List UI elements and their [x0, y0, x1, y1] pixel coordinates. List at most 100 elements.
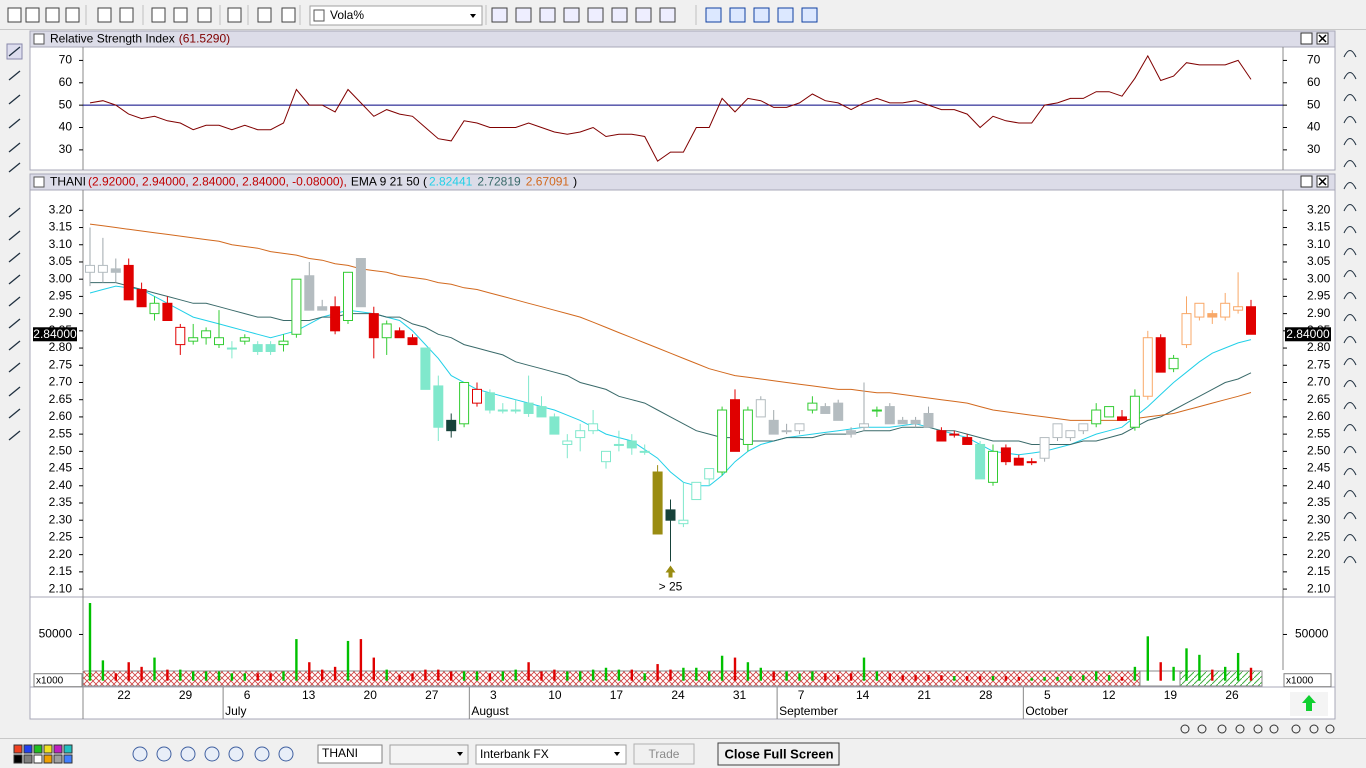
- nav-button[interactable]: [1253, 724, 1263, 734]
- toolbar-icon[interactable]: [7, 7, 22, 23]
- color-swatch[interactable]: [23, 744, 33, 754]
- y-tick-label: 2.60: [1307, 409, 1331, 423]
- color-swatch[interactable]: [53, 744, 63, 754]
- toolbar-icon[interactable]: [729, 7, 746, 23]
- nav-button[interactable]: [1291, 724, 1301, 734]
- color-swatch[interactable]: [63, 754, 73, 764]
- y-tick-label: 2.40: [49, 478, 73, 492]
- toolbar-icon[interactable]: [281, 7, 296, 23]
- color-swatch[interactable]: [63, 744, 73, 754]
- statusbar-icon[interactable]: [156, 746, 172, 762]
- empty-select[interactable]: [389, 744, 469, 765]
- toolbar-icon[interactable]: [173, 7, 188, 23]
- trade-button[interactable]: [633, 743, 695, 765]
- statusbar-icon[interactable]: [254, 746, 270, 762]
- nav-button[interactable]: [1180, 724, 1190, 734]
- nav-button[interactable]: [1309, 724, 1319, 734]
- nav-button[interactable]: [1325, 724, 1335, 734]
- y-tick-label: 2.60: [49, 409, 73, 423]
- tool-icon: [1343, 490, 1357, 498]
- toolbar-icon[interactable]: [97, 7, 112, 23]
- candle-body: [420, 347, 431, 390]
- tool-icon: [8, 386, 21, 397]
- color-swatch[interactable]: [13, 754, 23, 764]
- tool-icon: [8, 430, 21, 441]
- week-label: 31: [733, 688, 747, 702]
- toolbar-icon[interactable]: [227, 7, 242, 23]
- toolbar-icon[interactable]: [635, 7, 652, 23]
- indicator-select[interactable]: [309, 5, 483, 26]
- color-swatch[interactable]: [33, 754, 43, 764]
- toolbar-icon[interactable]: [119, 7, 134, 23]
- candle-body: [936, 430, 947, 442]
- toolbar-icon[interactable]: [705, 7, 722, 23]
- ohlc-values: (2.92000, 2.94000, 2.84000, 2.84000, -0.…: [88, 175, 347, 189]
- color-swatch[interactable]: [43, 744, 53, 754]
- tool-icon: [8, 274, 21, 285]
- toolbar-icon[interactable]: [587, 7, 604, 23]
- candle-body: [962, 437, 973, 445]
- tool-icon: [1343, 358, 1357, 366]
- toolbar-icon[interactable]: [65, 7, 80, 23]
- toolbar-icon[interactable]: [801, 7, 818, 23]
- toolbar-icon[interactable]: [611, 7, 628, 23]
- toolbar-icon[interactable]: [539, 7, 556, 23]
- trade-button-text: Trade: [649, 747, 680, 761]
- y-tick-label: 2.95: [1307, 289, 1331, 303]
- volume-bar: [1030, 677, 1033, 681]
- toolbar-icon[interactable]: [257, 7, 272, 23]
- color-swatch[interactable]: [43, 754, 53, 764]
- close-full-screen-button[interactable]: [717, 742, 840, 766]
- toolbar-icon[interactable]: [753, 7, 770, 23]
- y-tick-label: 50: [1307, 97, 1321, 111]
- volume-bar: [720, 655, 724, 681]
- statusbar-icon[interactable]: [180, 746, 196, 762]
- toolbar-icon[interactable]: [45, 7, 60, 23]
- month-label: October: [1025, 704, 1068, 718]
- toolbar-icon[interactable]: [151, 7, 166, 23]
- y-tick-label: 3.15: [49, 220, 73, 234]
- toolbar-icon[interactable]: [563, 7, 580, 23]
- y-tick-label: 2.50: [1307, 444, 1331, 458]
- toolbar-icon[interactable]: [491, 7, 508, 23]
- statusbar-icon[interactable]: [204, 746, 220, 762]
- statusbar-icon[interactable]: [278, 746, 294, 762]
- panel-icon: [33, 33, 45, 45]
- volume-bar: [1172, 666, 1175, 681]
- ema-value: 2.72819: [477, 175, 521, 189]
- nav-button[interactable]: [1235, 724, 1245, 734]
- volume-bar: [217, 671, 221, 681]
- tool-icon: [8, 70, 21, 81]
- color-swatch[interactable]: [23, 754, 33, 764]
- symbol-input[interactable]: [317, 744, 383, 764]
- broker-select[interactable]: [475, 744, 627, 765]
- volume-bar: [785, 671, 788, 681]
- candle-body: [691, 481, 702, 501]
- color-swatch[interactable]: [13, 744, 23, 754]
- statusbar-icon[interactable]: [132, 746, 148, 762]
- tool-icon: [1343, 182, 1357, 190]
- title-value: (61.5290): [179, 32, 230, 46]
- week-label: 21: [918, 688, 932, 702]
- nav-button[interactable]: [1269, 724, 1279, 734]
- toolbar-icon[interactable]: [197, 7, 212, 23]
- color-swatch[interactable]: [33, 744, 43, 754]
- toolbar-icon[interactable]: [659, 7, 676, 23]
- volume-bar: [875, 671, 879, 681]
- candle-body: [484, 392, 495, 411]
- toolbar-icon[interactable]: [25, 7, 40, 23]
- select-icon: [313, 9, 325, 22]
- y-tick-label: 2.80: [1307, 340, 1331, 354]
- left-tools: [0, 31, 29, 731]
- maximize-button[interactable]: [1300, 32, 1313, 45]
- toolbar-icon[interactable]: [515, 7, 532, 23]
- toolbar-icon[interactable]: [777, 7, 794, 23]
- statusbar-icon[interactable]: [228, 746, 244, 762]
- maximize-button[interactable]: [1300, 175, 1313, 188]
- candle-body: [536, 406, 547, 418]
- candle-body: [717, 409, 728, 473]
- nav-button[interactable]: [1217, 724, 1227, 734]
- nav-button[interactable]: [1197, 724, 1207, 734]
- color-swatch[interactable]: [53, 754, 63, 764]
